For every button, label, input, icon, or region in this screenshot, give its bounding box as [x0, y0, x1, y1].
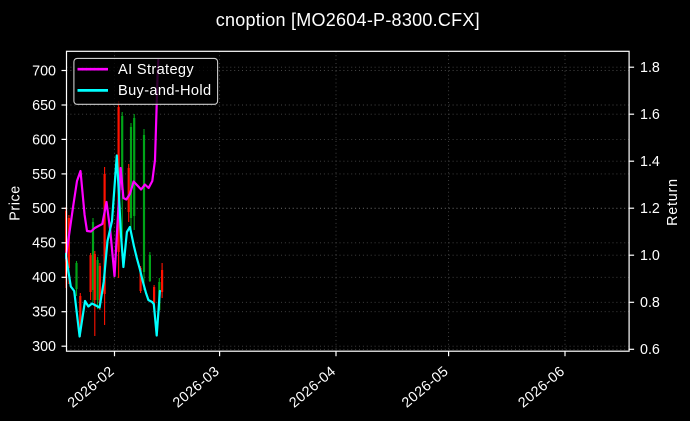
- svg-text:0.6: 0.6: [640, 342, 660, 358]
- svg-text:Price: Price: [7, 185, 23, 221]
- svg-text:0.8: 0.8: [640, 295, 660, 311]
- svg-text:Return: Return: [665, 178, 681, 226]
- svg-text:600: 600: [32, 132, 56, 148]
- svg-text:400: 400: [32, 270, 56, 286]
- svg-text:500: 500: [32, 201, 56, 217]
- svg-text:AI Strategy: AI Strategy: [118, 62, 194, 78]
- svg-text:1.0: 1.0: [640, 248, 660, 264]
- svg-text:350: 350: [32, 305, 56, 321]
- svg-text:700: 700: [32, 63, 56, 79]
- svg-text:650: 650: [32, 98, 56, 114]
- svg-text:300: 300: [32, 339, 56, 355]
- svg-text:cnoption [MO2604-P-8300.CFX]: cnoption [MO2604-P-8300.CFX]: [216, 10, 480, 30]
- svg-text:1.6: 1.6: [640, 107, 660, 123]
- svg-text:1.4: 1.4: [640, 154, 660, 170]
- svg-text:Buy-and-Hold: Buy-and-Hold: [118, 83, 211, 99]
- svg-text:1.8: 1.8: [640, 60, 660, 76]
- svg-text:450: 450: [32, 236, 56, 252]
- svg-text:550: 550: [32, 167, 56, 183]
- svg-text:1.2: 1.2: [640, 201, 660, 217]
